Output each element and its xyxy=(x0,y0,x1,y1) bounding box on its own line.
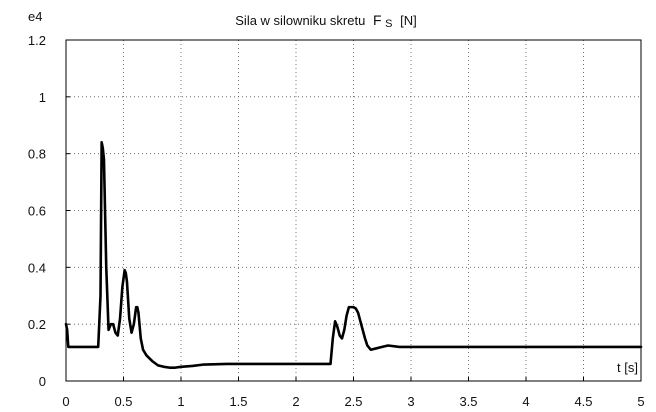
chart-title-subscript: S xyxy=(385,18,392,30)
grid xyxy=(66,40,641,381)
x-tick-label: 2.5 xyxy=(344,394,362,409)
y-tick-label: 0.8 xyxy=(28,147,46,162)
y-tick-label: 1 xyxy=(39,90,46,105)
x-tick-label: 3.5 xyxy=(459,394,477,409)
x-tick-label: 0 xyxy=(62,394,69,409)
y-exponent-label: e4 xyxy=(28,9,42,24)
x-tick-label: 3 xyxy=(407,394,414,409)
x-tick-label: 4.5 xyxy=(574,394,592,409)
x-tick-label: 0.5 xyxy=(114,394,132,409)
chart-title-symbol: F xyxy=(373,12,382,28)
y-tick-label: 1.2 xyxy=(28,33,46,48)
x-tick-label: 2 xyxy=(292,394,299,409)
y-tick-label: 0.2 xyxy=(28,317,46,332)
tick-labels: 0 0.5 1 1.5 2 2.5 3 3.5 4 4.5 5 0 0.2 0.4 0.6 0.8 1 1.2 xyxy=(28,33,645,409)
x-tick-label: 1 xyxy=(177,394,184,409)
series-line xyxy=(64,141,643,369)
y-tick-label: 0 xyxy=(39,374,46,389)
y-tick-label: 0.6 xyxy=(28,204,46,219)
series xyxy=(64,141,643,369)
ticks xyxy=(65,39,642,382)
chart-title-text: Sila w silowniku skretu xyxy=(235,13,365,28)
x-tick-label: 4 xyxy=(522,394,529,409)
x-tick-label: 5 xyxy=(637,394,644,409)
x-axis-label: t [s] xyxy=(617,360,638,375)
chart-title-unit: [N] xyxy=(400,13,417,28)
y-tick-label: 0.4 xyxy=(28,260,46,275)
x-tick-label: 1.5 xyxy=(229,394,247,409)
chart-title: Sila w silowniku skretu F S [N] xyxy=(235,12,416,30)
